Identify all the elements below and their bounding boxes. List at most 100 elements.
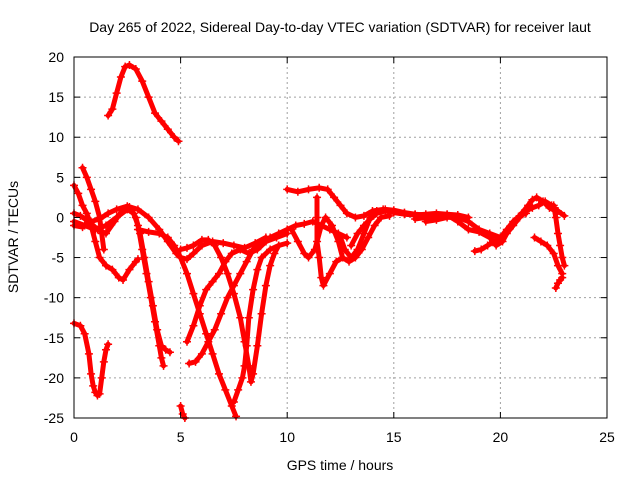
- data-point: [421, 213, 430, 222]
- data-point: [315, 183, 324, 192]
- data-point: [336, 201, 345, 210]
- data-point: [210, 241, 219, 250]
- data-point: [345, 257, 354, 266]
- data-point: [144, 213, 153, 222]
- series-arc-25: [551, 273, 567, 293]
- data-point: [315, 253, 324, 262]
- data-point: [219, 239, 228, 248]
- data-point: [323, 185, 332, 194]
- data-point: [229, 289, 238, 298]
- data-point: [274, 229, 283, 238]
- data-point: [185, 359, 194, 368]
- data-point: [502, 225, 511, 234]
- series-arc-21: [411, 193, 560, 250]
- data-point: [293, 187, 302, 196]
- x-tick-label: 10: [279, 429, 295, 445]
- data-point: [174, 137, 183, 146]
- data-point: [208, 277, 217, 286]
- data-point: [91, 237, 100, 246]
- data-point: [347, 253, 356, 262]
- data-point: [432, 211, 441, 220]
- data-point: [317, 273, 326, 282]
- y-tick-label: 0: [56, 209, 64, 225]
- data-point: [400, 208, 409, 217]
- series-arc-8: [133, 225, 241, 421]
- data-point: [104, 111, 113, 120]
- data-point: [342, 209, 351, 218]
- y-axis-label: SDTVAR / TECUs: [5, 181, 21, 293]
- data-point: [558, 253, 567, 262]
- data-point: [80, 329, 89, 338]
- series-line: [71, 203, 269, 262]
- data-point: [217, 309, 226, 318]
- data-point: [208, 349, 217, 358]
- data-point: [313, 193, 322, 202]
- data-point: [530, 233, 539, 242]
- data-point: [249, 369, 258, 378]
- data-point: [532, 193, 541, 202]
- y-tick-label: -25: [44, 410, 64, 426]
- data-point: [287, 225, 296, 234]
- data-point: [87, 185, 96, 194]
- data-point: [146, 293, 155, 302]
- data-point: [336, 233, 345, 242]
- series-arc-17: [313, 193, 347, 290]
- series-arc-22: [470, 209, 530, 256]
- data-point: [202, 285, 211, 294]
- data-point: [197, 349, 206, 358]
- data-point: [133, 225, 142, 234]
- data-point: [389, 206, 398, 215]
- data-point: [217, 253, 226, 262]
- data-point: [551, 284, 560, 293]
- data-point: [138, 245, 147, 254]
- x-tick-label: 5: [177, 429, 185, 445]
- data-point: [189, 289, 198, 298]
- data-point: [101, 345, 110, 354]
- data-point: [76, 211, 85, 220]
- x-tick-label: 15: [386, 429, 402, 445]
- data-point: [411, 215, 420, 224]
- x-tick-label: 25: [599, 429, 615, 445]
- data-point: [351, 213, 360, 222]
- data-point: [234, 385, 243, 394]
- data-point: [366, 213, 375, 222]
- data-point: [553, 229, 562, 238]
- data-point: [227, 249, 236, 258]
- data-point: [293, 237, 302, 246]
- data-point: [112, 89, 121, 98]
- y-tick-label: -10: [44, 290, 64, 306]
- data-point: [191, 357, 200, 366]
- data-point: [534, 201, 543, 210]
- data-point: [242, 257, 251, 266]
- data-point: [300, 219, 309, 228]
- data-point: [133, 205, 142, 214]
- series-arc-23: [549, 201, 569, 270]
- data-point: [521, 209, 530, 218]
- data-point: [108, 265, 117, 274]
- data-point: [470, 247, 479, 256]
- data-point: [229, 241, 238, 250]
- series-line: [553, 275, 565, 291]
- data-point: [123, 205, 132, 214]
- data-point: [178, 409, 187, 418]
- data-point: [182, 255, 191, 264]
- data-point: [238, 373, 247, 382]
- data-point: [477, 245, 486, 254]
- data-point: [274, 241, 283, 250]
- data-point: [244, 361, 253, 370]
- data-point: [485, 233, 494, 242]
- data-point: [332, 257, 341, 266]
- series-arc-24: [530, 233, 567, 278]
- data-point: [353, 245, 362, 254]
- data-point: [364, 233, 373, 242]
- data-point: [99, 245, 108, 254]
- data-point: [528, 195, 537, 204]
- data-point: [84, 217, 93, 226]
- data-point: [99, 357, 108, 366]
- data-point: [483, 241, 492, 250]
- data-point: [249, 285, 258, 294]
- data-point: [87, 369, 96, 378]
- data-point: [464, 217, 473, 226]
- data-point: [133, 255, 142, 264]
